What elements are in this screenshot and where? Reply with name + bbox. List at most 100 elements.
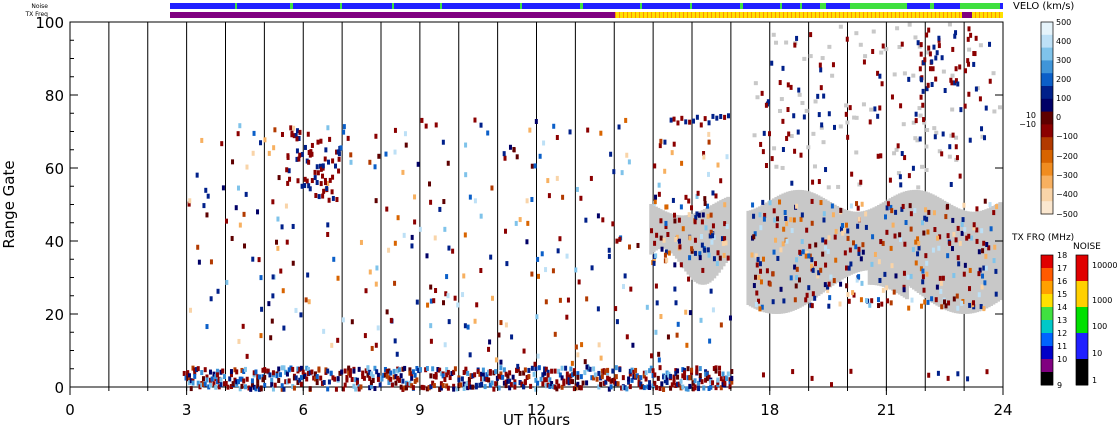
velocity-cell: [420, 384, 424, 390]
velocity-cell: [814, 261, 818, 267]
velocity-cell: [909, 211, 913, 217]
txfreq-strip-segment: [851, 12, 852, 18]
velocity-cell: [845, 36, 849, 42]
velocity-cell: [718, 255, 722, 261]
txfreq-colorbar: [1040, 254, 1054, 386]
velocity-cell: [755, 290, 759, 296]
velocity-cell: [811, 267, 815, 273]
velocity-cell: [659, 138, 663, 144]
velocity-cell: [792, 217, 796, 223]
velocity-cell: [556, 248, 560, 254]
velocity-cell: [422, 385, 426, 391]
velocity-cell: [585, 380, 589, 386]
velocity-cell: [921, 268, 925, 274]
velocity-cell: [291, 384, 295, 390]
velocity-cell: [264, 368, 268, 374]
velocity-cell: [903, 155, 907, 161]
velocity-cell: [662, 374, 666, 380]
velocity-cell: [930, 82, 934, 88]
velocity-cell: [457, 383, 461, 389]
velocity-cell: [425, 365, 429, 371]
ground-scatter-cell: [838, 24, 843, 29]
velocity-cell: [225, 279, 229, 285]
velocity-cell: [683, 370, 687, 376]
ground-scatter-cell: [688, 214, 693, 278]
velocity-cell: [851, 240, 855, 246]
velocity-cell: [541, 381, 545, 387]
velocity-cell: [876, 153, 880, 159]
velocity-cell: [459, 382, 463, 388]
noise-strip-segment: [640, 3, 642, 9]
velocity-cell: [427, 385, 431, 391]
velocity-cell: [602, 368, 606, 374]
velocity-cell: [308, 152, 312, 158]
velocity-cell: [481, 372, 485, 378]
velocity-cell: [576, 371, 580, 377]
velocity-cell: [410, 383, 414, 389]
velocity-cell: [374, 281, 378, 287]
velocity-cell: [716, 377, 720, 383]
velocity-cell: [716, 250, 720, 256]
velocity-cell: [329, 370, 333, 376]
velocity-cell: [951, 217, 955, 223]
velocity-cell: [488, 369, 492, 375]
velocity-cell: [826, 288, 830, 294]
velocity-cell: [382, 372, 386, 378]
velocity-cell: [791, 369, 795, 375]
velocity-cell: [189, 307, 193, 313]
velocity-cell: [954, 237, 958, 243]
velocity-colorbar-tick: −500: [1056, 210, 1078, 219]
velocity-cell: [276, 245, 280, 251]
velocity-cell: [941, 131, 945, 137]
velocity-cell: [385, 368, 389, 374]
velocity-cell: [831, 62, 835, 68]
velocity-cell: [579, 385, 583, 391]
velocity-cell: [184, 375, 188, 381]
velocity-cell: [242, 378, 246, 384]
velocity-cell: [625, 334, 629, 340]
txfreq-strip-segment: [947, 12, 948, 18]
velocity-cell: [376, 372, 380, 378]
velocity-cell: [371, 378, 375, 384]
velocity-cell: [709, 379, 713, 385]
velocity-cell: [251, 150, 255, 156]
velocity-cell: [880, 301, 884, 307]
ground-scatter-cell: [755, 95, 760, 100]
velocity-cell: [492, 386, 496, 392]
velocity-cell: [404, 385, 408, 391]
velocity-cell: [652, 260, 656, 266]
velocity-cell: [799, 152, 803, 158]
ground-scatter-cell: [821, 140, 826, 145]
velocity-cell: [940, 304, 944, 310]
velocity-cell: [659, 314, 663, 320]
velocity-cell: [306, 371, 310, 377]
velocity-cell: [287, 378, 291, 384]
ground-scatter-cell: [870, 208, 875, 285]
velocity-cell: [624, 117, 628, 123]
velocity-cell: [451, 248, 455, 254]
ground-scatter-cell: [695, 212, 700, 284]
velocity-cell: [925, 86, 929, 92]
velocity-cell: [841, 230, 845, 236]
velocity-cell: [721, 371, 725, 377]
velocity-cell: [688, 235, 692, 241]
velocity-cell: [478, 382, 482, 388]
velocity-cell: [543, 377, 547, 383]
txfreq-strip-segment: [847, 12, 848, 18]
velocity-cell: [215, 379, 219, 385]
velocity-cell: [871, 48, 875, 54]
ground-scatter-cell: [996, 203, 1001, 302]
velocity-cell: [859, 256, 863, 262]
velocity-cell: [946, 233, 950, 239]
velocity-cell: [522, 370, 526, 376]
velocity-cell: [693, 250, 697, 256]
velocity-cell: [271, 370, 275, 376]
velocity-cell: [975, 238, 979, 244]
velocity-cell: [698, 373, 702, 379]
velocity-cell: [940, 151, 944, 157]
txfreq-strip-segment: [919, 12, 920, 18]
velocity-cell: [275, 373, 279, 379]
ground-scatter-cell: [986, 208, 991, 308]
velocity-cell: [881, 240, 885, 246]
velocity-cell: [683, 375, 687, 381]
